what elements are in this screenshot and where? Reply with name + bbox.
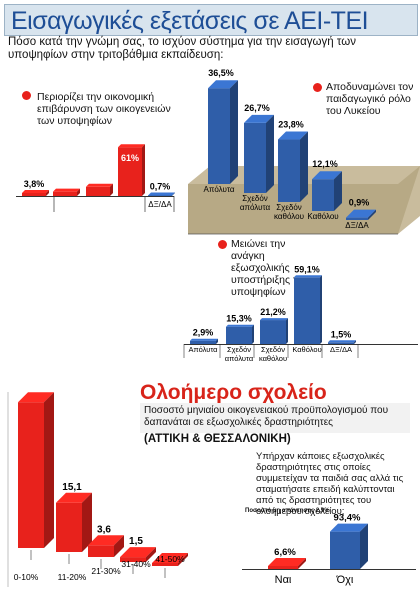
chart2-title: Αποδυναμώνει τον παιδαγωγικό ρόλο του Λυ… xyxy=(326,81,414,117)
bar-4 xyxy=(346,209,376,220)
data-label: 0,7% xyxy=(150,181,171,191)
bar-0 xyxy=(22,189,49,196)
bullet-icon xyxy=(218,240,227,249)
data-label: 1,5 xyxy=(129,536,143,547)
category-label: Απόλυτα xyxy=(188,345,218,354)
data-label: 2,9% xyxy=(193,328,214,338)
section2-title: Ολοήμερο σχολείο xyxy=(140,381,327,404)
data-label: 15,3% xyxy=(226,314,252,324)
category-label: Σχεδόν απόλυτα xyxy=(240,194,271,212)
data-label: 36,5% xyxy=(208,68,234,78)
bar-1 xyxy=(56,492,92,552)
bar-1 xyxy=(330,523,368,569)
bar-2 xyxy=(86,183,113,196)
category-label: ΔΞ/ΔΑ xyxy=(148,200,172,209)
region-label: (ΑΤΤΙΚΗ & ΘΕΣΣΑΛΟΝΙΚΗ) xyxy=(144,433,291,445)
category-label: Σχεδόν καθόλου xyxy=(274,203,304,221)
bar-2 xyxy=(260,318,288,344)
no-answer-note: Ποσοστό μη απάντησης 2,9% xyxy=(245,508,330,514)
page-title: Εισαγωγικές εξετάσεις σε ΑΕΙ-ΤΕΙ xyxy=(11,7,369,35)
chart1-svg: 3,8% 61% 0,7% ΔΞ/ΔΑ xyxy=(16,144,175,212)
chart3-title: Μειώνει την ανάγκη εξωσχολικής υποστήριξ… xyxy=(231,238,311,298)
category-label: 41-50% xyxy=(155,554,185,564)
category-label: Καθόλου xyxy=(292,345,321,354)
category-label: Σχεδόν απόλυτα xyxy=(225,345,254,363)
chart5-svg: 6,6% Ναι 93,4% Όχι xyxy=(242,513,416,586)
category-label: Ναι xyxy=(275,574,292,586)
chart1-title: Περιορίζει την οικονομική επιβάρυνση των… xyxy=(37,91,171,127)
data-label: 21,2% xyxy=(260,307,286,317)
bar-3 xyxy=(120,547,156,562)
chart4-svg: 44,70-10%15,111-20%3,621-30%1,531-40%41-… xyxy=(7,392,188,587)
section2-subtitle: Ποσοστό μηνιαίου οικογενειακού προϋπολογ… xyxy=(144,405,389,428)
bar-3 xyxy=(118,144,145,196)
data-label: 0,9% xyxy=(349,198,370,208)
subtitle-panel: Ποσοστό μηνιαίου οικογενειακού προϋπολογ… xyxy=(140,403,410,433)
bar-4 xyxy=(328,340,356,344)
bullet-icon xyxy=(313,83,322,92)
chart2-svg: 36,5% Απόλυτα 26,7% Σχεδόν απόλυτα 23,8% Σχεδό… xyxy=(188,68,420,235)
bar-0 xyxy=(268,558,306,569)
category-label: Όχι xyxy=(336,574,354,586)
category-label: Σχεδόν καθόλου xyxy=(259,345,287,363)
data-label: 6,6% xyxy=(274,547,296,558)
category-label: Καθόλου xyxy=(307,212,338,221)
bar-0 xyxy=(190,338,218,344)
bar-2 xyxy=(88,535,124,557)
bar-3 xyxy=(312,171,342,211)
bar-3 xyxy=(294,275,322,344)
data-label: 61% xyxy=(121,153,139,163)
bar-0 xyxy=(18,392,54,548)
data-label: 23,8% xyxy=(278,120,304,130)
data-label: 93,4% xyxy=(334,513,361,524)
category-label: 0-10% xyxy=(14,572,39,582)
data-label: 15,1 xyxy=(62,482,82,493)
data-label: 26,7% xyxy=(244,103,270,113)
category-label: 21-30% xyxy=(91,566,121,576)
bar-1 xyxy=(53,188,80,196)
bar-4 xyxy=(148,192,175,196)
bar-4 xyxy=(152,553,188,566)
title-banner: Εισαγωγικές εξετάσεις σε ΑΕΙ-ΤΕΙ xyxy=(4,4,418,36)
category-label: Απόλυτα xyxy=(203,185,234,194)
bar-1 xyxy=(244,114,274,193)
bullet-icon xyxy=(22,91,31,100)
category-label: 31-40% xyxy=(121,559,151,569)
bar-1 xyxy=(226,324,254,344)
category-label: 11-20% xyxy=(58,572,87,582)
data-label: 3,8% xyxy=(24,179,45,189)
data-label: 1,5% xyxy=(331,329,352,339)
data-label: 3,6 xyxy=(97,524,111,535)
category-label: ΔΞ/ΔΑ xyxy=(345,221,369,230)
data-label: 59,1% xyxy=(294,264,320,274)
bar-2 xyxy=(278,131,308,202)
chart3-svg: 2,9% Απόλυτα 15,3% Σχεδόν απόλυτα 21,2% Σχεδόν… xyxy=(183,264,418,363)
category-label: ΔΞ/ΔΑ xyxy=(330,345,352,354)
data-label: 12,1% xyxy=(312,159,338,169)
bar-0 xyxy=(208,80,238,184)
chart5-title: Υπήρχαν κάποιες εξωσχολικές δραστηριότητ… xyxy=(256,451,404,517)
question-text: Πόσο κατά την γνώμη σας, το ισχύον σύστη… xyxy=(8,36,356,61)
